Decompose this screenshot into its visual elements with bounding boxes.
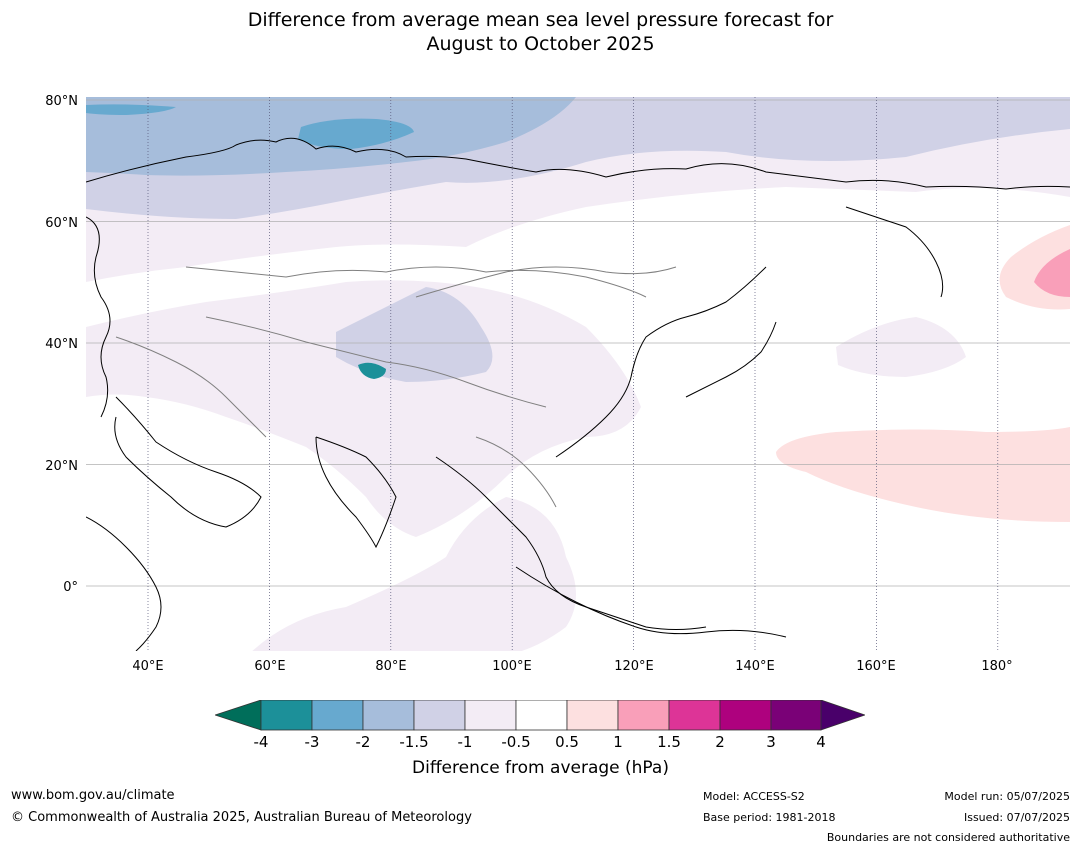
coastline-japan (685, 321, 777, 398)
colorbar-swatch-pos-05-1 (566, 700, 619, 731)
colorbar-tick-pos2: 2 (715, 733, 725, 751)
lat-label-20n: 20°N (45, 459, 78, 474)
coastline-kamchatka (845, 206, 944, 298)
colorbar-label: Difference from average (hPa) (412, 758, 669, 778)
colorbar-swatch-pos-3-4 (770, 700, 822, 731)
graticule (86, 97, 1070, 651)
title-line-1: Difference from average mean sea level p… (247, 9, 834, 31)
border-china-mongolia (415, 266, 677, 298)
colorbar-tick-pos4: 4 (816, 733, 826, 751)
colorbar-tick-neg1: -1 (457, 733, 473, 751)
colorbar-swatch-pos-1-15 (617, 700, 670, 731)
colorbar-swatch-neg-3-2 (311, 700, 364, 731)
anomaly-region-neg-1-05-indian-ocean (252, 497, 576, 651)
border-central-asia (185, 266, 647, 298)
colorbar-tick-pos15: 1.5 (657, 733, 681, 751)
lat-label-40n: 40°N (45, 337, 78, 352)
lon-label-160e: 160°E (856, 659, 896, 674)
coastline-africa-east (86, 516, 162, 651)
colorbar-tick-neg2: -2 (355, 733, 371, 751)
lat-label-0: 0° (63, 580, 78, 595)
coastline-india (315, 436, 397, 549)
lon-label-180: 180° (981, 659, 1013, 674)
colorbar-swatch-pos-2-3 (719, 700, 772, 731)
border-middle-east (115, 336, 267, 438)
anomaly-region-pos-05-1-pacific (776, 427, 1070, 522)
colorbar-swatch-under (215, 700, 262, 731)
colorbar-swatch-neg-2-15 (362, 700, 415, 731)
footer-base-period: Base period: 1981-2018 (703, 811, 836, 824)
anomaly-region-neg-15-1-central (336, 287, 493, 382)
lon-label-80e: 80°E (375, 659, 407, 674)
coastlines (86, 137, 1070, 651)
border-southeast-asia (475, 436, 557, 508)
lat-label-60n: 60°N (45, 216, 78, 231)
coastline-southeast-asia (435, 456, 707, 630)
footer-issued: Issued: 07/07/2025 (963, 811, 1070, 824)
lon-label-60e: 60°E (254, 659, 286, 674)
country-borders (115, 266, 677, 508)
coastline-arctic-russia (86, 137, 1070, 190)
anomaly-region-neg-1-05-japan (836, 317, 966, 377)
map-title: Difference from average mean sea level p… (0, 8, 1081, 56)
anomaly-region-neg-3-2-northwest (86, 104, 176, 115)
colorbar-tick-neg15: -1.5 (399, 733, 429, 751)
colorbar-tick-pos3: 3 (766, 733, 776, 751)
colorbar-tick-neg05: -0.5 (501, 733, 531, 751)
footer-website-link[interactable]: www.bom.gov.au/climate (11, 788, 175, 803)
lon-label-120e: 120°E (614, 659, 654, 674)
map-svg (86, 97, 1070, 651)
anomaly-region-neg-3-2-himalaya (358, 362, 386, 379)
border-south-asia (205, 316, 547, 408)
colorbar-tick-neg3: -3 (304, 733, 320, 751)
anomaly-region-pos-1-15-northeast (1034, 249, 1070, 297)
coastline-china-east (555, 266, 767, 458)
colorbar (215, 700, 865, 731)
anomaly-region-neg-3-2-north (298, 118, 414, 149)
colorbar-swatch-neutral (515, 700, 568, 731)
colorbar-tick-pos1: 1 (613, 733, 623, 751)
lon-label-40e: 40°E (132, 659, 164, 674)
colorbar-tick-neg4: -4 (253, 733, 269, 751)
coastline-arabia (114, 396, 262, 528)
lat-label-80n: 80°N (45, 94, 78, 109)
pressure-anomaly-map (86, 97, 1070, 651)
footer-copyright: © Commonwealth of Australia 2025, Austra… (11, 810, 472, 825)
colorbar-swatch-neg-1-05 (464, 700, 517, 731)
colorbar-swatch-neg-15-1 (413, 700, 466, 731)
colorbar-swatch-pos-15-2 (668, 700, 721, 731)
colorbar-tick-pos05: 0.5 (555, 733, 579, 751)
colorbar-swatch-over (820, 700, 865, 731)
coastline-europe-asia-west (86, 216, 111, 418)
footer-model-run: Model run: 05/07/2025 (944, 790, 1070, 803)
anomaly-region-neg-1-05-central (86, 280, 641, 537)
colorbar-swatch-neg-4-3 (260, 700, 313, 731)
footer-model: Model: ACCESS-S2 (703, 790, 805, 803)
lon-label-140e: 140°E (735, 659, 775, 674)
lon-label-100e: 100°E (492, 659, 532, 674)
footer-disclaimer: Boundaries are not considered authoritat… (826, 831, 1070, 844)
title-line-2: August to October 2025 (426, 33, 655, 55)
coastline-indonesia (515, 566, 787, 638)
